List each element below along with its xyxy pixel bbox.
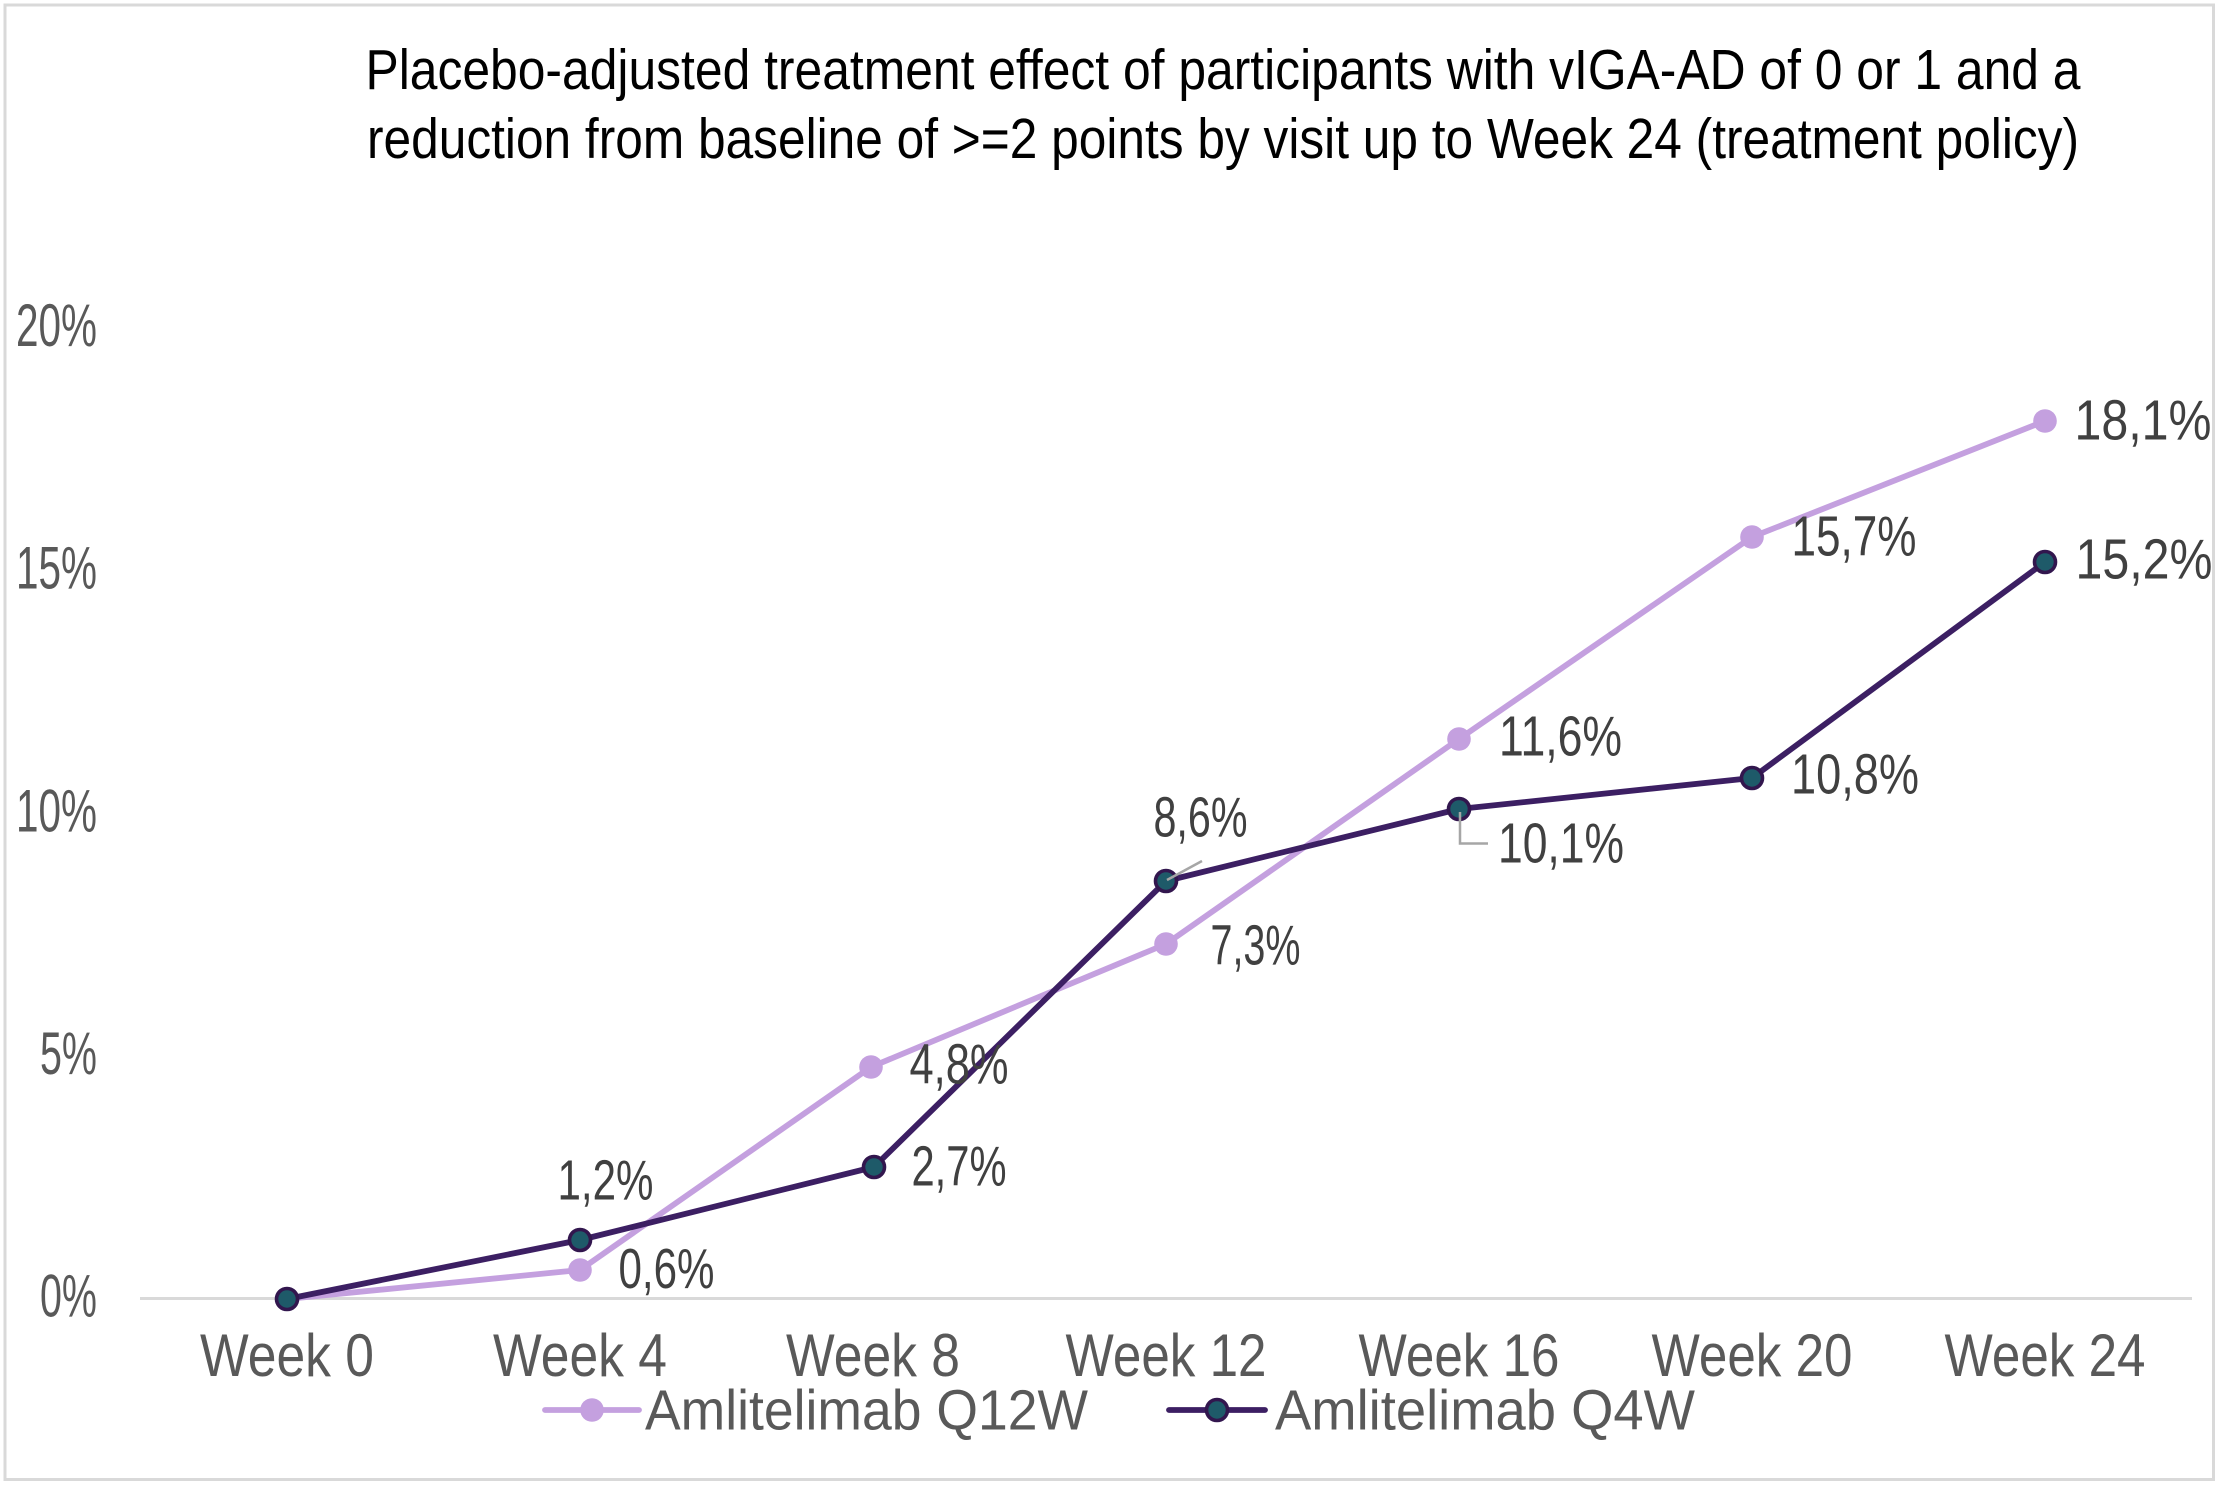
svg-text:Week 4: Week 4 [493,1322,667,1389]
svg-text:11,6%: 11,6% [1499,705,1622,769]
svg-text:Week 0: Week 0 [200,1322,374,1389]
svg-text:18,1%: 18,1% [2075,389,2212,453]
svg-text:Week 12: Week 12 [1066,1322,1267,1389]
svg-text:Week 20: Week 20 [1652,1322,1853,1389]
svg-text:10,8%: 10,8% [1791,742,1919,806]
svg-text:2,7%: 2,7% [912,1135,1007,1199]
svg-text:10%: 10% [16,777,97,844]
svg-text:8,6%: 8,6% [1154,785,1248,849]
svg-text:15,2%: 15,2% [2076,528,2213,592]
svg-text:10,1%: 10,1% [1498,812,1624,876]
svg-text:Amlitelimab Q4W: Amlitelimab Q4W [1275,1379,1695,1443]
svg-text:Week 16: Week 16 [1359,1322,1560,1389]
svg-text:1,2%: 1,2% [558,1149,654,1213]
svg-text:4,8%: 4,8% [910,1033,1009,1097]
svg-text:0,6%: 0,6% [619,1237,715,1301]
svg-text:15%: 15% [16,535,97,602]
svg-text:reduction from baseline of >=2: reduction from baseline of >=2 points by… [367,107,2079,171]
svg-text:0%: 0% [40,1263,97,1330]
svg-text:5%: 5% [40,1020,97,1087]
svg-text:15,7%: 15,7% [1792,504,1917,568]
svg-text:Week 8: Week 8 [786,1322,960,1389]
svg-text:Amlitelimab Q12W: Amlitelimab Q12W [645,1379,1088,1443]
svg-text:20%: 20% [16,292,97,359]
svg-text:Placebo-adjusted treatment eff: Placebo-adjusted treatment effect of par… [366,38,2081,102]
svg-text:Week 24: Week 24 [1945,1322,2146,1389]
svg-text:7,3%: 7,3% [1211,913,1301,977]
